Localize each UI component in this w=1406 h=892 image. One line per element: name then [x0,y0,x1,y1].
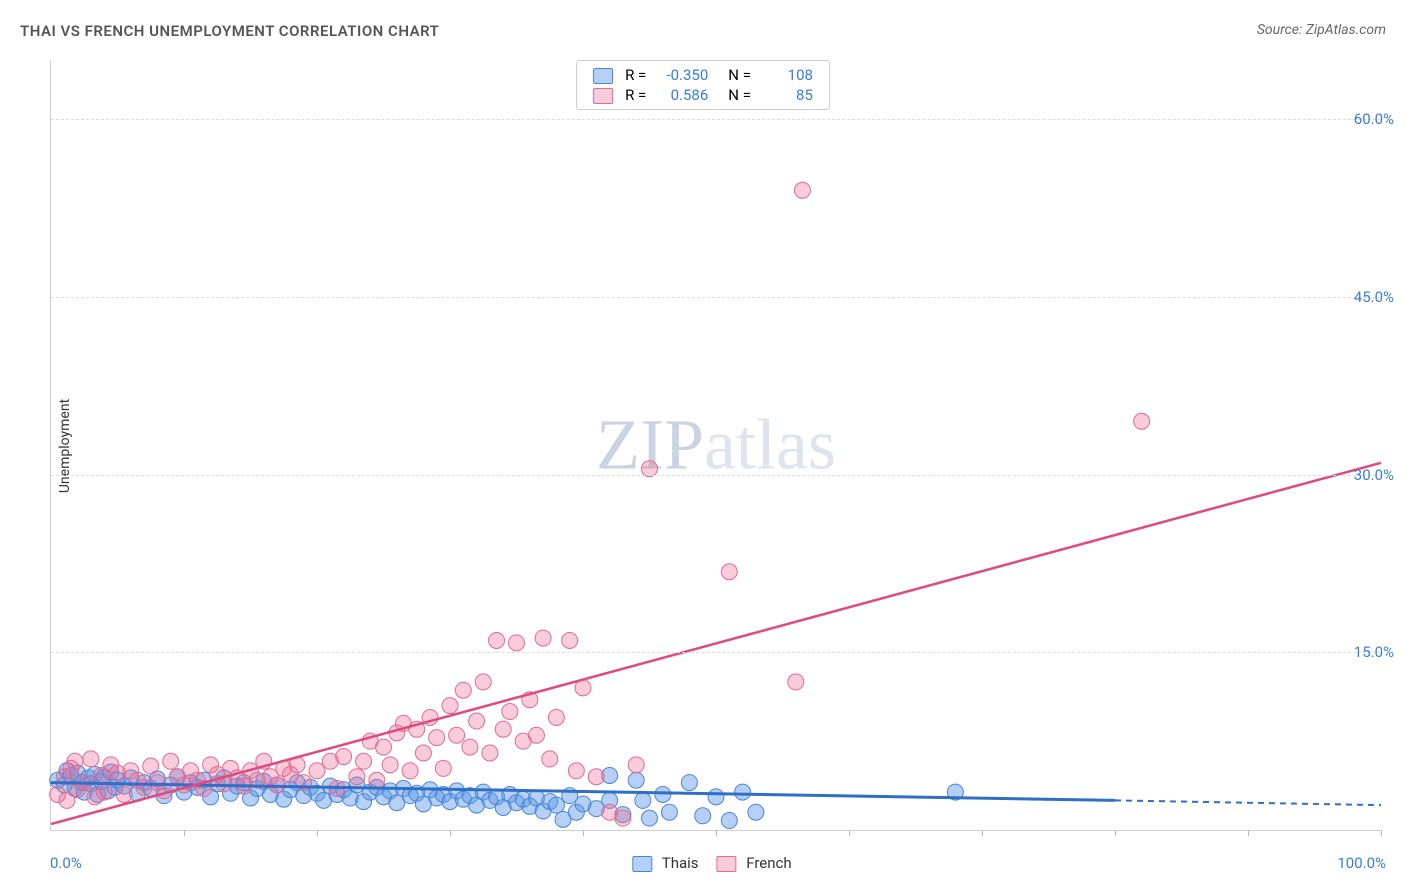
thais-point [735,784,751,800]
x-tick [1115,830,1116,836]
french-point [588,769,604,785]
thais-point [655,786,671,802]
thais-point [748,804,764,820]
legend-n-value: 108 [757,65,819,85]
french-point [495,721,511,737]
legend-swatch [593,88,613,104]
legend-stats-row: R =-0.350N =108 [587,65,819,85]
french-point [528,727,544,743]
legend-series-label: Thais [658,854,698,872]
thais-point [708,789,724,805]
french-point [402,763,418,779]
french-point [96,784,112,800]
legend-r-label: R = [619,65,652,85]
french-point [469,713,485,729]
legend-n-label: N = [714,85,757,105]
french-point [482,745,498,761]
french-point [562,632,578,648]
french-point [83,751,99,767]
french-point [356,753,372,769]
french-point [376,739,392,755]
french-point [1134,413,1150,429]
french-point [548,709,564,725]
french-point [794,182,810,198]
x-tick [450,830,451,836]
french-point [509,635,525,651]
gridline [51,475,1381,476]
french-point [788,674,804,690]
y-tick-label: 45.0% [1354,288,1394,306]
thais-point [628,772,644,788]
french-point [415,745,431,761]
legend-stats-row: R =0.586N =85 [587,85,819,105]
gridline [51,652,1381,653]
thais-trendline-dashed [1115,800,1381,805]
french-point [442,698,458,714]
gridline [51,119,1381,120]
french-point [628,757,644,773]
french-trendline [51,463,1381,824]
x-axis-max-label: 100.0% [1337,854,1386,872]
french-point [462,739,478,755]
french-point [116,786,132,802]
thais-point [635,792,651,808]
french-point [502,704,518,720]
french-point [429,730,445,746]
thais-point [695,808,711,824]
french-point [309,763,325,779]
french-point [449,727,465,743]
french-point [489,632,505,648]
legend-r-label: R = [619,85,652,105]
french-point [615,810,631,826]
thais-point [642,810,658,826]
x-tick [716,830,717,836]
french-point [143,758,159,774]
french-point [435,760,451,776]
thais-point [661,804,677,820]
french-point [67,753,83,769]
legend-swatch [593,68,613,84]
legend-n-label: N = [714,65,757,85]
french-point [568,763,584,779]
y-tick-label: 30.0% [1354,466,1394,484]
source-label: Source: ZipAtlas.com [1257,22,1386,38]
french-point [382,757,398,773]
thais-point [721,813,737,829]
x-axis-min-label: 0.0% [50,854,82,872]
legend-series-label: French [743,854,792,872]
chart-svg [51,60,1381,830]
legend-r-value: 0.586 [652,85,714,105]
x-tick [849,830,850,836]
y-tick-label: 60.0% [1354,110,1394,128]
thais-point [681,775,697,791]
legend-swatch [632,856,652,872]
legend-stats: R =-0.350N =108R =0.586N =85 [576,60,830,110]
french-point [336,749,352,765]
french-point [163,753,179,769]
legend-r-value: -0.350 [652,65,714,85]
legend-n-value: 85 [757,85,819,105]
x-tick [982,830,983,836]
legend-swatch [717,856,737,872]
gridline [51,297,1381,298]
french-point [721,564,737,580]
legend-series: Thais French [614,854,791,872]
plot-area: ZIPatlas [50,60,1381,831]
chart-title: THAI VS FRENCH UNEMPLOYMENT CORRELATION … [20,22,439,40]
x-tick [317,830,318,836]
french-point [535,630,551,646]
french-point [349,769,365,785]
french-point [542,751,558,767]
thais-point [548,797,564,813]
x-tick [583,830,584,836]
y-tick-label: 15.0% [1354,643,1394,661]
x-tick [1248,830,1249,836]
french-point [455,682,471,698]
x-tick [1381,830,1382,836]
x-tick [184,830,185,836]
french-point [475,674,491,690]
french-point [369,772,385,788]
